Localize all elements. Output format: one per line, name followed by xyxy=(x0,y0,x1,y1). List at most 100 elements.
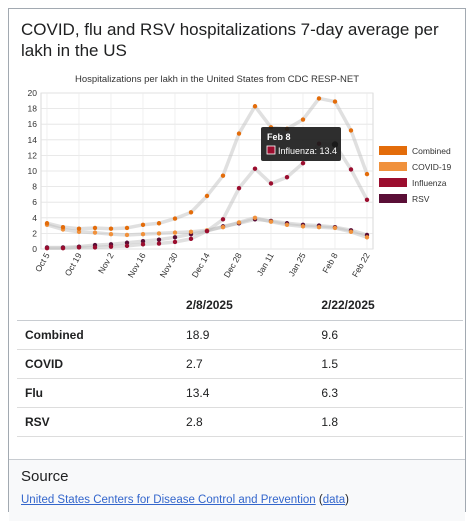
card-title: COVID, flu and RSV hospitalizations 7-da… xyxy=(21,20,439,60)
data-point xyxy=(220,173,226,178)
data-point xyxy=(316,224,322,230)
hospitalizations-chart: Hospitalizations per lakh in the United … xyxy=(28,74,452,280)
y-tick-label: 6 xyxy=(32,197,37,207)
table-cell: 6.3 xyxy=(313,378,463,408)
cdc-link[interactable]: United States Centers for Disease Contro… xyxy=(21,494,316,506)
data-point xyxy=(252,104,258,109)
data-point xyxy=(316,96,322,101)
infobox-card: COVID, flu and RSV hospitalizations 7-da… xyxy=(8,8,466,521)
data-point xyxy=(364,171,370,177)
y-tick-label: 8 xyxy=(32,182,37,192)
data-point xyxy=(204,193,210,199)
data-point xyxy=(92,245,98,250)
table-cell: 1.8 xyxy=(313,407,463,437)
data-link[interactable]: data xyxy=(322,494,346,506)
data-point xyxy=(124,225,130,231)
x-tick-label: Nov 30 xyxy=(158,251,180,280)
tooltip-swatch xyxy=(266,145,276,155)
table-header-cell: 2/22/2025 xyxy=(313,291,463,321)
y-tick-label: 18 xyxy=(28,104,38,114)
table-row: RSV 2.8 1.8 xyxy=(17,407,463,437)
data-point xyxy=(188,236,194,242)
legend-swatch xyxy=(379,162,407,171)
data-point xyxy=(188,210,194,215)
table-row: Combined 18.9 9.6 xyxy=(17,320,463,350)
values-table: 2/8/2025 2/22/2025 Combined 18.9 9.6 COV… xyxy=(17,291,463,437)
data-point xyxy=(300,161,306,166)
row-label: RSV xyxy=(17,407,179,437)
data-point xyxy=(348,167,354,172)
legend-label: Combined xyxy=(412,146,451,156)
legend-swatch xyxy=(379,194,407,203)
data-point xyxy=(124,240,130,245)
y-tick-label: 12 xyxy=(28,150,38,160)
tooltip-label: Influenza: 13.4 xyxy=(278,146,337,156)
x-tick-label: Dec 28 xyxy=(222,251,244,280)
data-point xyxy=(220,217,226,222)
data-point xyxy=(332,225,338,231)
table-header-cell xyxy=(17,291,179,321)
data-point xyxy=(300,117,306,122)
x-tick-label: Jan 11 xyxy=(255,251,276,278)
tooltip: Feb 8 Influenza: 13.4 xyxy=(261,127,341,161)
data-point xyxy=(220,224,226,230)
data-point xyxy=(140,231,146,237)
data-point xyxy=(76,245,82,250)
data-point xyxy=(108,226,114,231)
data-point xyxy=(172,216,178,221)
legend-label: Influenza xyxy=(412,178,447,188)
data-point xyxy=(284,175,290,180)
source-line: United States Centers for Disease Contro… xyxy=(21,494,349,506)
data-point xyxy=(140,239,146,244)
legend-swatch xyxy=(379,178,407,187)
data-point xyxy=(140,242,146,247)
table-cell: 9.6 xyxy=(313,320,463,350)
data-point xyxy=(76,229,82,235)
data-point xyxy=(92,225,98,231)
source-section: Source United States Centers for Disease… xyxy=(9,459,465,521)
row-label: Combined xyxy=(17,320,179,350)
y-tick-label: 20 xyxy=(28,88,38,98)
y-tick-label: 10 xyxy=(28,166,38,176)
x-tick-label: Nov 2 xyxy=(96,251,116,275)
y-tick-label: 14 xyxy=(28,135,38,145)
x-tick-label: Feb 8 xyxy=(320,251,340,275)
data-point xyxy=(188,229,194,235)
data-point xyxy=(44,246,50,251)
data-point xyxy=(156,231,162,236)
table-header-row: 2/8/2025 2/22/2025 xyxy=(17,291,463,321)
data-point xyxy=(60,224,66,230)
x-tick-label: Oct 19 xyxy=(63,251,84,278)
data-point xyxy=(76,226,82,231)
table-cell: 13.4 xyxy=(178,378,314,408)
table-cell: 2.8 xyxy=(178,407,314,437)
row-label: Flu xyxy=(17,378,179,408)
table-cell: 2.7 xyxy=(178,349,314,379)
data-point xyxy=(172,235,178,240)
y-tick-label: 4 xyxy=(32,213,37,223)
data-point xyxy=(172,230,178,235)
data-point xyxy=(172,239,178,245)
data-point xyxy=(268,181,274,186)
y-tick-label: 2 xyxy=(32,228,37,238)
data-point xyxy=(92,230,98,235)
x-tick-label: Oct 5 xyxy=(33,251,52,274)
table-cell: 18.9 xyxy=(178,320,314,350)
legend-swatch xyxy=(379,146,407,155)
data-point xyxy=(108,244,114,249)
data-point xyxy=(364,197,370,203)
chart-container: Hospitalizations per lakh in the United … xyxy=(9,67,465,285)
data-point xyxy=(124,243,130,249)
tooltip-box xyxy=(261,127,341,161)
data-point xyxy=(108,231,114,237)
data-point xyxy=(348,128,354,133)
data-point xyxy=(204,228,210,234)
x-tick-label: Dec 14 xyxy=(190,251,212,280)
source-heading: Source xyxy=(21,468,69,485)
data-point xyxy=(44,221,50,226)
paren-close: ) xyxy=(345,494,349,506)
table-cell: 1.5 xyxy=(313,349,463,379)
table-row: COVID 2.7 1.5 xyxy=(17,349,463,379)
x-tick-label: Nov 16 xyxy=(126,251,148,280)
data-point xyxy=(156,221,162,226)
